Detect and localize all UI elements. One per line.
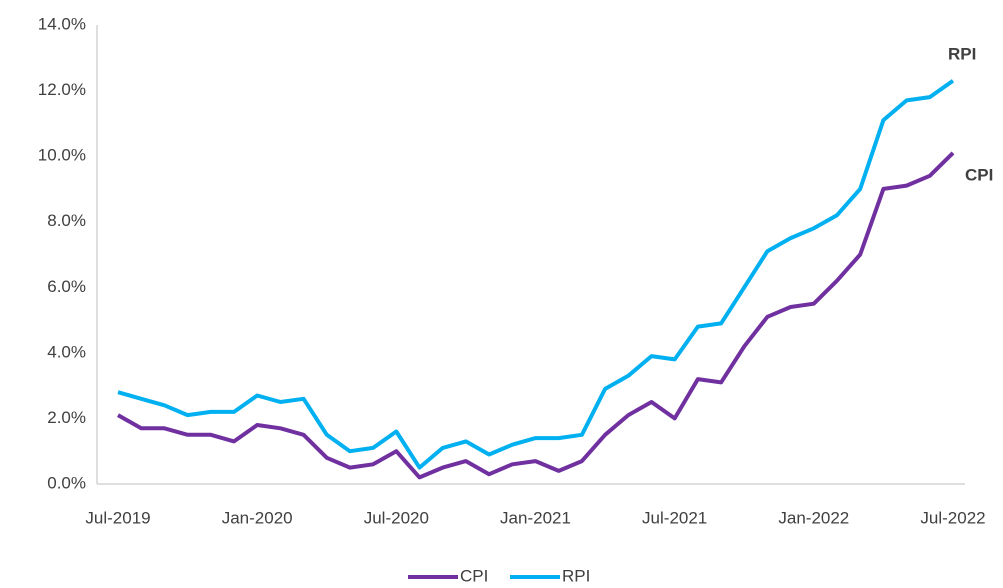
y-tick-label: 6.0% [47, 277, 86, 296]
annotation: CPI [965, 165, 993, 184]
annotation: RPI [948, 44, 976, 63]
x-tick-label: Jan-2020 [222, 508, 293, 527]
y-tick-label: 2.0% [47, 408, 86, 427]
legend-label: RPI [562, 566, 590, 585]
y-tick-label: 8.0% [47, 211, 86, 230]
x-tick-label: Jan-2021 [500, 508, 571, 527]
y-tick-label: 10.0% [38, 146, 86, 165]
y-tick-label: 12.0% [38, 80, 86, 99]
line-series [117, 79, 955, 470]
y-tick-label: 0.0% [47, 473, 86, 492]
y-tick-label: 4.0% [47, 342, 86, 361]
legend-label: CPI [460, 566, 488, 585]
x-tick-label: Jan-2022 [778, 508, 849, 527]
x-tick-label: Jul-2019 [85, 508, 150, 527]
x-tick-label: Jul-2022 [920, 508, 985, 527]
x-tick-label: Jul-2021 [642, 508, 707, 527]
line-series [117, 151, 955, 480]
y-tick-label: 14.0% [38, 14, 86, 33]
x-tick-label: Jul-2020 [364, 508, 429, 527]
